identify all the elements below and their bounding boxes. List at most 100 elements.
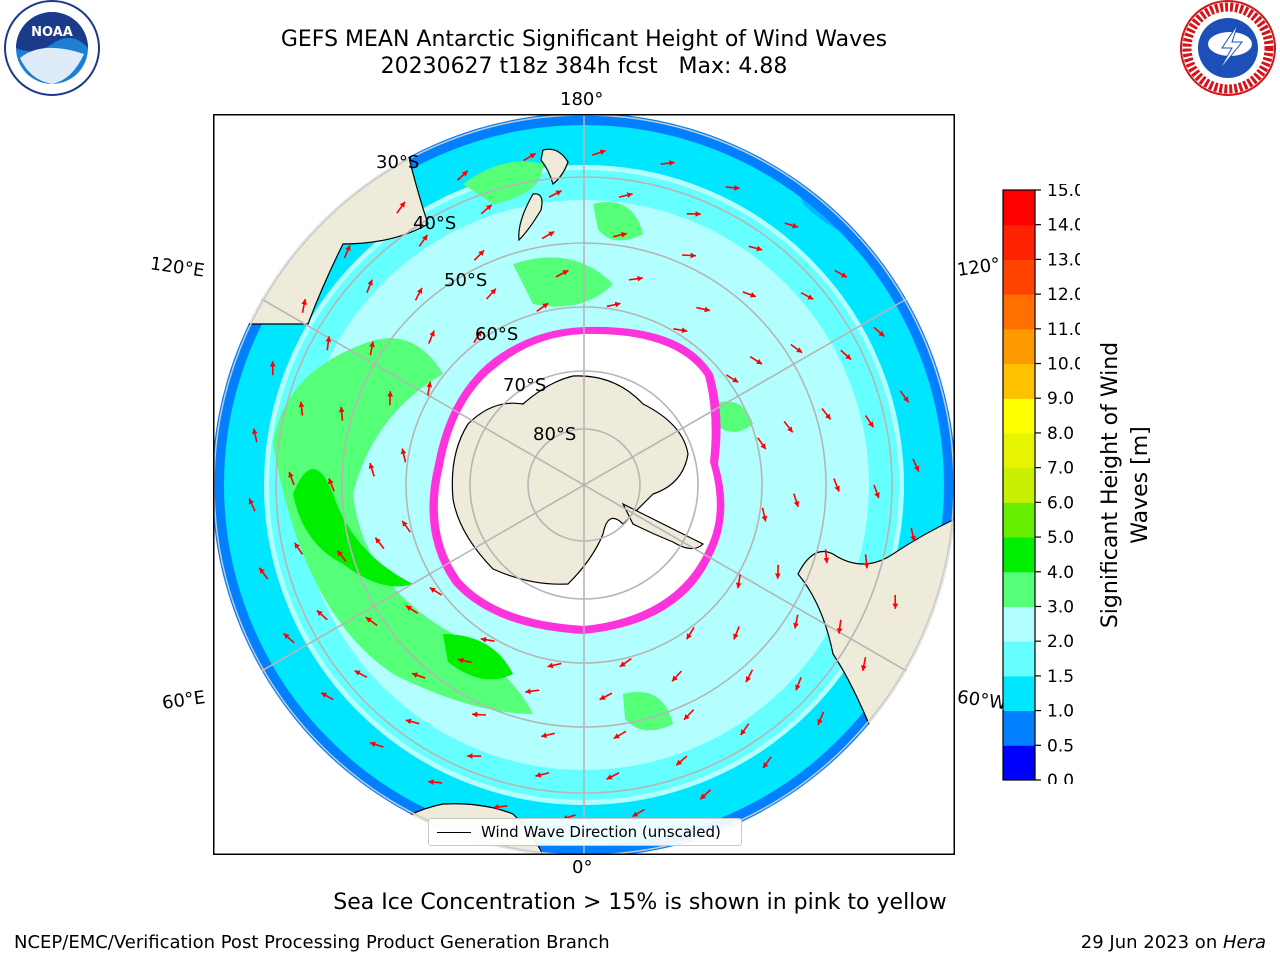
colorbar-band	[1003, 641, 1035, 677]
colorbar-tick-label: 3.0	[1047, 597, 1074, 617]
colorbar: 0.0 0.5 1.0 1.5 2.0 3.0 4.0 5.0 6.0 7.0 8.0 9.0 10.0…	[1002, 184, 1080, 784]
lat-label-30s: 30°S	[376, 152, 420, 173]
wave-arrow-head	[732, 377, 739, 383]
wave-arrow-head	[548, 231, 555, 237]
colorbar-band	[1003, 363, 1035, 399]
wave-arrow-head	[354, 670, 361, 676]
colorbar-band	[1003, 190, 1035, 226]
wave-arrow-head	[547, 662, 554, 669]
wave-arrow-head	[541, 732, 547, 739]
wave-arrow-head	[429, 587, 436, 593]
wave-arrow-head	[461, 170, 468, 177]
wave-arrow-head	[338, 406, 345, 413]
wave-arrow-head	[252, 428, 258, 435]
lat-label-60s: 60°S	[475, 324, 519, 345]
wave-arrow-head	[745, 676, 752, 683]
wave-arrow-head	[606, 774, 613, 780]
colorbar-tick-label: 1.5	[1047, 667, 1074, 687]
wave-arrow-head	[421, 234, 428, 241]
wave-arrow-head	[337, 550, 343, 557]
colorbar-tick-label: 5.0	[1047, 528, 1074, 548]
wave-arrow-head	[775, 573, 781, 579]
wave-arrow-head	[903, 396, 909, 403]
wave-arrow-head	[387, 391, 393, 397]
wave-arrow-head	[686, 633, 692, 640]
colorbar-tick-label: 4.0	[1047, 563, 1074, 583]
wave-arrow-head	[796, 347, 803, 353]
wave-arrow-head	[878, 330, 885, 337]
wave-arrow-head	[525, 688, 531, 695]
wave-arrow-head	[750, 292, 757, 298]
wave-arrow-head	[740, 729, 747, 736]
colorbar-tick-label: 1.0	[1047, 702, 1074, 722]
wave-arrow-head	[400, 448, 407, 455]
wave-arrow-head	[795, 684, 801, 691]
wave-arrow-head	[735, 582, 742, 589]
colorbar-band	[1003, 328, 1035, 365]
colorbar-tick-label: 13.0	[1047, 250, 1080, 270]
wave-arrow-head	[619, 661, 626, 667]
wave-arrow-head	[672, 675, 678, 682]
wave-arrow-head	[478, 250, 485, 257]
colorbar-tick-label: 0.5	[1047, 736, 1074, 756]
noaa-logo-text: NOAA	[31, 25, 73, 40]
wave-arrow-head	[476, 330, 482, 337]
wave-arrow-head	[562, 270, 569, 276]
noaa-logo: NOAA	[4, 0, 100, 96]
colorbar-band	[1003, 502, 1035, 538]
colorbar-band	[1003, 710, 1035, 746]
wave-arrow-head	[863, 562, 870, 569]
wave-arrow-head	[485, 204, 492, 211]
colorbar-tick-label: 15.0	[1047, 184, 1080, 201]
colorbar-band	[1003, 398, 1035, 434]
wave-arrow-head	[429, 330, 435, 337]
wave-arrow-head	[681, 327, 688, 334]
wave-arrow-head	[328, 478, 334, 485]
wave-arrow-head	[259, 567, 265, 574]
colorbar-band	[1003, 675, 1035, 712]
colorbar-tick-label: 8.0	[1047, 424, 1074, 444]
map-legend: Wind Wave Direction (unscaled)	[428, 818, 742, 846]
graticule	[213, 114, 955, 855]
wave-arrow-head	[695, 211, 701, 217]
wave-arrow-head	[325, 336, 332, 342]
wave-arrow-head	[428, 779, 434, 786]
wave-arrow-head	[626, 192, 633, 198]
wave-arrow-head	[834, 485, 840, 492]
wave-arrow-head	[542, 303, 549, 309]
wave-arrow-head	[248, 498, 255, 505]
lon-label-120w: 120°	[955, 254, 1002, 281]
colorbar-tick-label: 11.0	[1047, 320, 1080, 340]
colorbar-tick-label: 2.0	[1047, 632, 1074, 652]
wave-arrow-head	[683, 713, 690, 720]
wave-arrow-head	[298, 401, 305, 408]
wave-arrow-head	[734, 184, 740, 191]
wave-arrow-head	[700, 793, 707, 800]
footer-date-text: 29 Jun 2023 on	[1080, 932, 1223, 953]
wave-arrow-head	[733, 633, 739, 640]
nws-logo	[1180, 0, 1276, 96]
wave-arrow-head	[874, 492, 880, 499]
wave-arrow-head	[301, 299, 308, 305]
wave-arrow-head	[792, 222, 799, 229]
wave-arrow-head	[535, 772, 542, 778]
sea-ice-caption: Sea Ice Concentration > 15% is shown in …	[333, 890, 947, 915]
wave-arrow-head	[472, 711, 478, 718]
wave-arrow-head	[399, 201, 405, 208]
lon-label-120e: 120°E	[148, 253, 206, 282]
wave-arrow-head	[367, 279, 373, 286]
wave-arrow-head	[416, 287, 423, 294]
wave-patch-west	[273, 338, 533, 714]
map-title: GEFS MEAN Antarctic Significant Height o…	[280, 27, 888, 52]
lat-label-80s: 80°S	[533, 424, 577, 445]
wave-arrow-head	[405, 718, 412, 725]
wave-arrow-head	[621, 231, 627, 238]
colorbar-tick-label: 9.0	[1047, 389, 1074, 409]
colorbar-band	[1003, 745, 1035, 781]
polar-map	[213, 114, 955, 855]
wave-arrow-head	[493, 804, 499, 810]
colorbar-band	[1003, 467, 1035, 503]
wave-arrow-head	[490, 288, 496, 295]
wave-arrow-head	[402, 520, 408, 527]
wave-arrow-head	[288, 471, 294, 478]
